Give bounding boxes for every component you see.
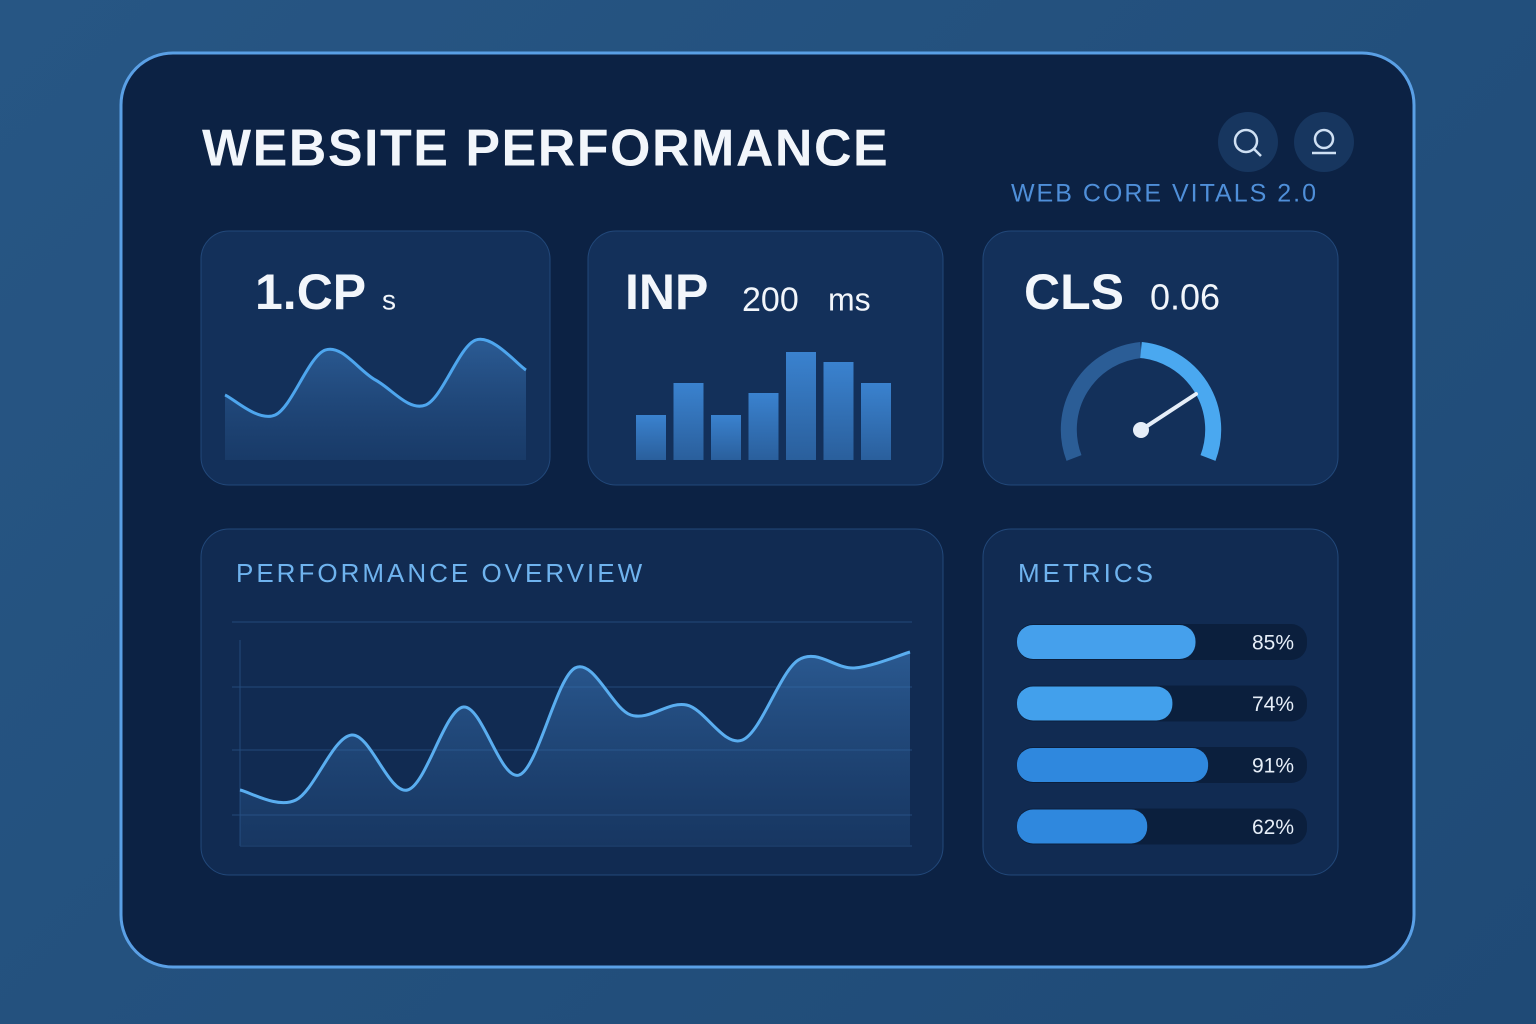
gauge-hub [1133,422,1149,438]
search-icon [1253,148,1262,157]
section-title: PERFORMANCE OVERVIEW [236,558,645,588]
area [240,652,910,845]
progress-bar [1017,625,1196,659]
progress-label: 85% [1252,632,1294,655]
area [225,339,526,460]
subtitle: WEB CORE VITALS 2.0 [1011,180,1318,208]
title: WEBSITE PERFORMANCE [202,120,889,178]
gauge-track [1060,342,1143,461]
bar [636,415,666,460]
bar [823,362,854,460]
progress-label: 91% [1252,755,1294,778]
line [239,650,911,805]
progress-bar [1017,748,1209,782]
progress-bar [1017,809,1148,844]
metric-name: 1.CP [255,264,366,320]
metric-value: 200 [742,281,799,319]
progress-label: 62% [1252,816,1294,839]
gauge-fill [1139,342,1222,461]
bar [861,383,891,460]
metric-name: INP [625,264,708,320]
progress-label: 74% [1252,693,1294,716]
progress-bar [1017,686,1173,721]
gauge-needle [1139,392,1198,432]
user-button[interactable] [1294,112,1354,172]
bar [748,393,779,460]
bar [711,415,741,460]
line [224,337,527,418]
metric-value: 0.06 [1150,277,1220,318]
metric-name: CLS [1024,264,1124,320]
section-title: METRICS [1018,558,1156,588]
bar [673,383,704,460]
search-button[interactable] [1218,112,1278,172]
search-icon [1233,128,1259,154]
metric-unit: s [382,284,396,315]
bar [786,352,816,460]
user-icon [1313,128,1335,150]
metric-unit: ms [828,281,871,317]
